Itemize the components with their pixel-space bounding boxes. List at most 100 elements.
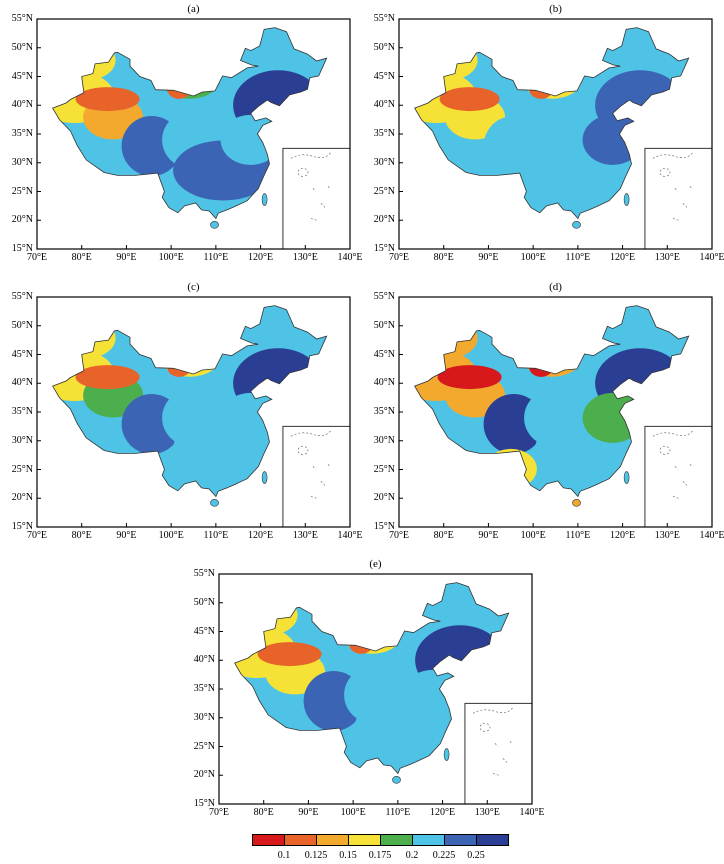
y-tick-label: 45°N <box>373 348 395 360</box>
colorbar-legend: 0.1 0.125 0.15 0.175 0.2 0.225 0.25 <box>252 834 512 864</box>
x-tick-label: 90°E <box>478 530 499 541</box>
y-tick-label: 55°N <box>373 291 395 302</box>
y-tick-label: 25°N <box>11 185 33 197</box>
x-tick-label: 140°E <box>337 252 363 263</box>
y-tick-label: 15°N <box>373 243 395 254</box>
x-tick-label: 70°E <box>388 252 410 263</box>
y-tick-label: 40°N <box>373 377 395 389</box>
legend-label: 0.225 <box>432 850 456 861</box>
map-region <box>167 78 192 99</box>
panel-label: (c) <box>187 281 200 293</box>
x-tick-label: 100°E <box>520 252 546 263</box>
map-region <box>417 318 478 359</box>
map-canvas <box>218 573 533 805</box>
x-tick-label: 110°E <box>565 252 591 263</box>
x-tick-label: 120°E <box>610 530 636 541</box>
map-region <box>529 78 554 99</box>
x-tick-label: 110°E <box>385 807 411 818</box>
inset-coastline <box>290 152 332 221</box>
y-tick-label: 25°N <box>373 185 395 197</box>
y-tick-label: 35°N <box>193 683 215 694</box>
y-tick-label: 30°N <box>11 156 33 168</box>
y-tick-label: 40°N <box>373 99 395 111</box>
country-outline <box>414 27 690 220</box>
y-tick-label: 45°N <box>11 348 33 360</box>
panel-label: (d) <box>549 281 562 293</box>
y-tick-label: 20°N <box>373 214 395 226</box>
map-panel-c: (c) 55°N 50°N 45°N 40°N 35°N 30°N 25°N 20°N 15°N 7… <box>0 278 363 558</box>
map-region <box>402 669 463 720</box>
hainan-island <box>210 221 219 229</box>
y-tick-label: 55°N <box>11 13 33 24</box>
taiwan-island <box>261 471 268 484</box>
y-tick-label: 50°N <box>373 319 395 331</box>
map-panel-e: (e) 55°N 50°N 45°N 40°N 35°N 30°N 25°N 20°N 15°N 7… <box>182 555 545 835</box>
y-tick-label: 15°N <box>373 521 395 532</box>
map-panel-b: (b) 55°N 50°N 45°N 40°N 35°N 30°N 25°N 20°N 15°N 7… <box>362 0 724 280</box>
x-tick-label: 70°E <box>26 252 48 263</box>
y-tick-label: 20°N <box>193 769 215 781</box>
legend-swatch <box>348 834 381 846</box>
taiwan-island <box>623 193 630 206</box>
x-tick-label: 110°E <box>565 530 591 541</box>
map-region <box>220 392 281 443</box>
x-tick-label: 80°E <box>433 530 454 541</box>
x-tick-label: 80°E <box>433 252 454 263</box>
x-tick-label: 140°E <box>699 530 724 541</box>
hainan-island <box>572 499 581 507</box>
y-tick-label: 15°N <box>11 243 33 254</box>
map-panel-d: (d) 55°N 50°N 45°N 40°N 35°N 30°N 25°N 20°N 15°N 7… <box>362 278 724 558</box>
y-tick-label: 25°N <box>193 740 215 752</box>
country-outline <box>52 305 328 498</box>
map-region <box>167 356 192 377</box>
map-canvas <box>398 296 713 528</box>
map-region <box>349 633 374 654</box>
panel-label: (b) <box>549 3 562 15</box>
legend-label: 0.175 <box>368 850 392 861</box>
x-tick-label: 120°E <box>610 252 636 263</box>
inset-coastline <box>472 707 514 776</box>
y-tick-label: 35°N <box>11 128 33 139</box>
legend-swatch <box>316 834 349 846</box>
y-tick-label: 35°N <box>11 406 33 417</box>
y-tick-label: 30°N <box>193 711 215 723</box>
y-tick-label: 25°N <box>11 463 33 475</box>
x-tick-label: 70°E <box>388 530 410 541</box>
legend-swatch <box>380 834 413 846</box>
legend-label: 0.2 <box>405 850 419 861</box>
map-region <box>582 392 643 443</box>
taiwan-island <box>443 748 450 761</box>
y-tick-label: 15°N <box>193 798 215 809</box>
south-china-sea-inset <box>464 702 533 805</box>
y-tick-label: 55°N <box>11 291 33 302</box>
y-tick-label: 15°N <box>11 521 33 532</box>
y-tick-label: 50°N <box>193 596 215 608</box>
legend-label: 0.125 <box>304 850 328 861</box>
x-tick-label: 90°E <box>116 530 137 541</box>
map-region <box>55 318 116 359</box>
x-tick-label: 130°E <box>292 530 318 541</box>
y-tick-label: 40°N <box>193 654 215 666</box>
map-region <box>55 40 116 81</box>
map-region <box>477 181 518 209</box>
taiwan-island <box>623 471 630 484</box>
legend-label: 0.15 <box>339 850 357 861</box>
y-tick-label: 20°N <box>11 492 33 504</box>
legend-label: 0.1 <box>277 850 291 861</box>
legend-swatch <box>412 834 445 846</box>
x-tick-label: 130°E <box>292 252 318 263</box>
x-tick-label: 120°E <box>430 807 456 818</box>
x-tick-label: 90°E <box>478 252 499 263</box>
country-outline <box>52 27 328 220</box>
x-tick-label: 140°E <box>699 252 724 263</box>
south-china-sea-inset <box>644 147 713 250</box>
map-region <box>115 459 156 487</box>
inset-coastline <box>290 430 332 499</box>
y-tick-label: 30°N <box>373 156 395 168</box>
y-tick-label: 50°N <box>11 41 33 53</box>
map-canvas <box>36 18 351 250</box>
y-tick-label: 45°N <box>373 70 395 82</box>
south-china-sea-inset <box>282 425 351 528</box>
x-tick-label: 120°E <box>248 252 274 263</box>
inset-coastline <box>652 430 694 499</box>
